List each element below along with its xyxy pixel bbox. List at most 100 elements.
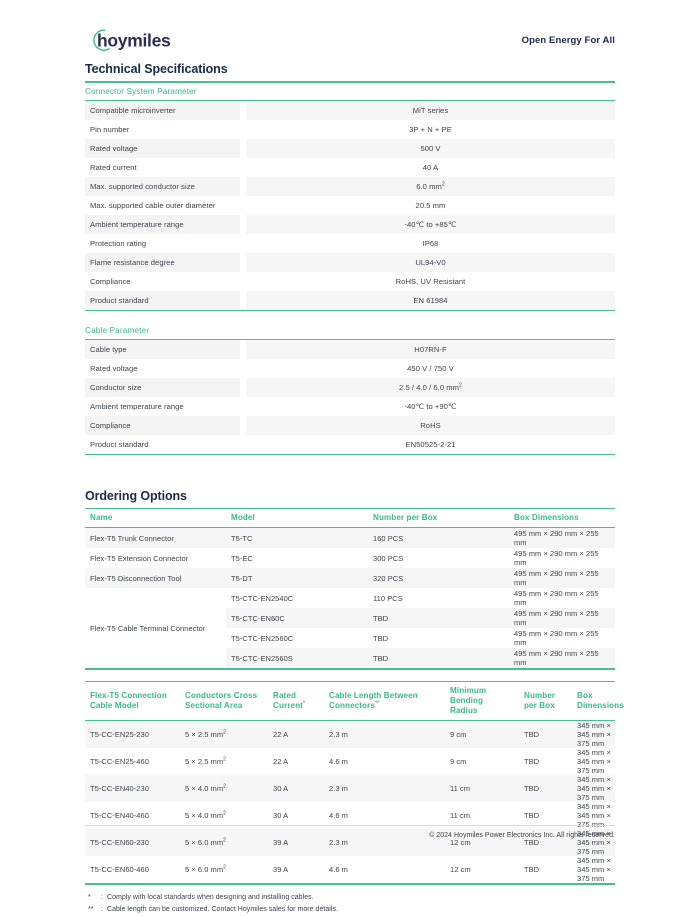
table-row: Protection rating IP68 <box>85 234 615 253</box>
cable-model: T5-CC-EN60-230 <box>85 829 180 857</box>
superscript: 2 <box>459 382 462 389</box>
cable-dimensions: 345 mm × 345 mm × 375 mm <box>577 748 611 776</box>
svg-text:hoymiles: hoymiles <box>97 31 171 51</box>
order-number: TBD <box>368 648 509 669</box>
footnote-marker: * <box>302 700 306 707</box>
table-bottom-rule <box>85 668 615 670</box>
cable-model: T5-CC-EN25-460 <box>90 757 149 767</box>
spec-value: RoHS <box>246 415 615 435</box>
cable-length: 4.6 m <box>329 865 348 875</box>
order-number: TBD <box>368 608 509 629</box>
spec-value: 40 A <box>422 162 439 172</box>
table-header-row: Flex-T5 Connection Cable Model Conductors … <box>85 680 624 722</box>
order-number: 160 PCS <box>368 527 509 549</box>
cable-area: 5 × 4.0 mm2 <box>180 775 268 803</box>
spec-group-label: Cable Parameter <box>85 321 615 340</box>
table-row: Flex-T5 Trunk Connector T5-TC 160 PCS 495 m… <box>85 527 615 549</box>
column-header: Number per Box <box>519 680 572 722</box>
spec-value: 450 V / 750 V <box>407 363 454 373</box>
column-header: Flex-T5 Connection Cable Model <box>85 680 180 722</box>
column-header: Minimum Bending Radius <box>445 680 519 722</box>
order-model: T5-CTC-EN2560C <box>231 633 294 643</box>
cable-length: 2.3 m <box>324 829 445 857</box>
document-page: hoymiles Open Energy For All Technical S… <box>85 27 624 913</box>
table-bottom-rule <box>85 309 615 311</box>
spec-value: H07RN-F <box>246 339 615 359</box>
cable-dimensions: 345 mm × 345 mm × 375 mm <box>572 775 615 803</box>
table-row: Pin number 3P + N + PE <box>85 120 615 139</box>
hoymiles-logo: hoymiles <box>85 27 181 53</box>
cable-model: T5-CC-EN60-460 <box>90 865 149 875</box>
order-name: Flex-T5 Trunk Connector <box>85 527 226 549</box>
spec-key: Compatible microinverter <box>85 100 240 120</box>
spec-value: EN 61984 <box>246 290 615 310</box>
spec-table: Connector System Parameter Compatible mic… <box>85 82 615 310</box>
cable-model: T5-CC-EN25-230 <box>85 720 180 749</box>
cable-current: 39 A <box>273 865 289 875</box>
spec-key: Protection rating <box>90 238 147 248</box>
cable-current: 30 A <box>268 775 324 803</box>
cable-radius: 12 cm <box>445 829 519 857</box>
superscript: 2 <box>223 864 226 871</box>
table-row: Flame resistance degree UL94-V0 <box>85 252 615 272</box>
spec-value: RoHS, UV Resistant <box>395 276 466 286</box>
cable-length: 4.6 m <box>329 811 348 821</box>
spec-key: Rated current <box>90 162 137 172</box>
cable-length: 4.6 m <box>329 757 348 767</box>
table-row: T5-CC-EN40-230 5 × 4.0 mm2 30 A 2.3 m 11 cm T… <box>85 775 615 803</box>
order-number: 320 PCS <box>368 568 509 589</box>
superscript: 2 <box>223 729 226 736</box>
table-row: Rated voltage 450 V / 750 V <box>85 359 615 378</box>
table-row: T5-CC-EN60-230 5 × 6.0 mm2 39 A 2.3 m 12 cm T… <box>85 829 615 857</box>
column-header: Model <box>226 508 368 529</box>
table-row: Flex-T5 Cable Terminal Connector T5-CTC-E… <box>85 588 615 669</box>
table-row: T5-CC-EN60-460 5 × 6.0 mm2 39 A 4.6 m 12 cm T… <box>85 856 615 883</box>
spec-table: Cable Parameter Cable type H07RN-F Rated vo… <box>85 321 615 454</box>
order-dimensions: 495 mm × 290 mm × 255 mm <box>514 629 599 648</box>
table-row: Compatible microinverter MiT series <box>85 100 615 120</box>
footnote-marker: ** <box>88 905 94 913</box>
cable-radius: 11 cm <box>450 811 471 821</box>
cable-number: TBD <box>519 829 572 857</box>
spec-value: 6.0 mm2 <box>246 176 615 196</box>
table-row: Flex-T5 Extension Connector T5-EC 300 PCS 4… <box>85 548 615 568</box>
cable-area: 5 × 4.0 mm2 <box>185 810 226 821</box>
order-model: T5-DT <box>226 568 368 589</box>
spec-value: -40℃ to +85℃ <box>246 214 615 234</box>
cable-radius: 9 cm <box>450 757 467 767</box>
table-row: Ambient temperature range -40℃ to +85℃ <box>85 214 615 234</box>
footnote-row: **: Cable length can be customized. Conta… <box>85 904 615 916</box>
table-row: Product standard EN 61984 <box>85 290 615 310</box>
spec-key: Cable type <box>85 339 240 359</box>
cable-number: TBD <box>519 775 572 803</box>
footnote-text: Cable length can be customized. Contact … <box>107 905 338 913</box>
footnote-text: Comply with local standards when designi… <box>107 893 314 901</box>
cable-length: 2.3 m <box>324 775 445 803</box>
cable-dimensions: 345 mm × 345 mm × 375 mm <box>572 720 615 749</box>
cable-number: TBD <box>519 720 572 749</box>
order-number: TBD <box>373 633 389 643</box>
cable-number: TBD <box>524 811 540 821</box>
table-row: Ambient temperature range -40℃ to +90℃ <box>85 397 615 416</box>
column-header: Number per Box <box>368 508 509 529</box>
spec-key: Ambient temperature range <box>85 214 240 234</box>
superscript: 2 <box>223 837 226 844</box>
footnote-marker: ** <box>374 700 380 707</box>
spec-key: Compliance <box>85 415 240 435</box>
order-name-merged: Flex-T5 Cable Terminal Connector <box>85 588 226 669</box>
table-row: T5-CTC-EN2560C TBD 495 mm × 290 mm × 255 m… <box>85 628 615 648</box>
table-bottom-rule <box>85 883 615 885</box>
order-dimensions: 495 mm × 290 mm × 255 mm <box>509 568 615 589</box>
table-row: Max. supported conductor size 6.0 mm2 <box>85 176 615 196</box>
superscript: 2 <box>441 181 445 188</box>
spec-key: Conductor size <box>85 377 240 397</box>
column-header: Cable Length Between Connectors** <box>324 680 445 722</box>
cable-model: T5-CC-EN40-460 <box>90 811 149 821</box>
ordering-table-cable: Flex-T5 Connection Cable Model Conductors … <box>85 680 624 883</box>
table-row: T5-CC-EN25-460 5 × 2.5 mm2 22 A 4.6 m 9 cm TB… <box>85 748 615 775</box>
order-name: Flex-T5 Disconnection Tool <box>85 568 226 589</box>
footnote-row: *: Comply with local standards when desig… <box>85 892 615 904</box>
copyright-text: © 2024 Hoymiles Power Electronics Inc. A… <box>429 832 615 839</box>
order-dimensions: 495 mm × 290 mm × 255 mm <box>514 589 599 608</box>
table-row: Rated voltage 500 V <box>85 138 615 158</box>
